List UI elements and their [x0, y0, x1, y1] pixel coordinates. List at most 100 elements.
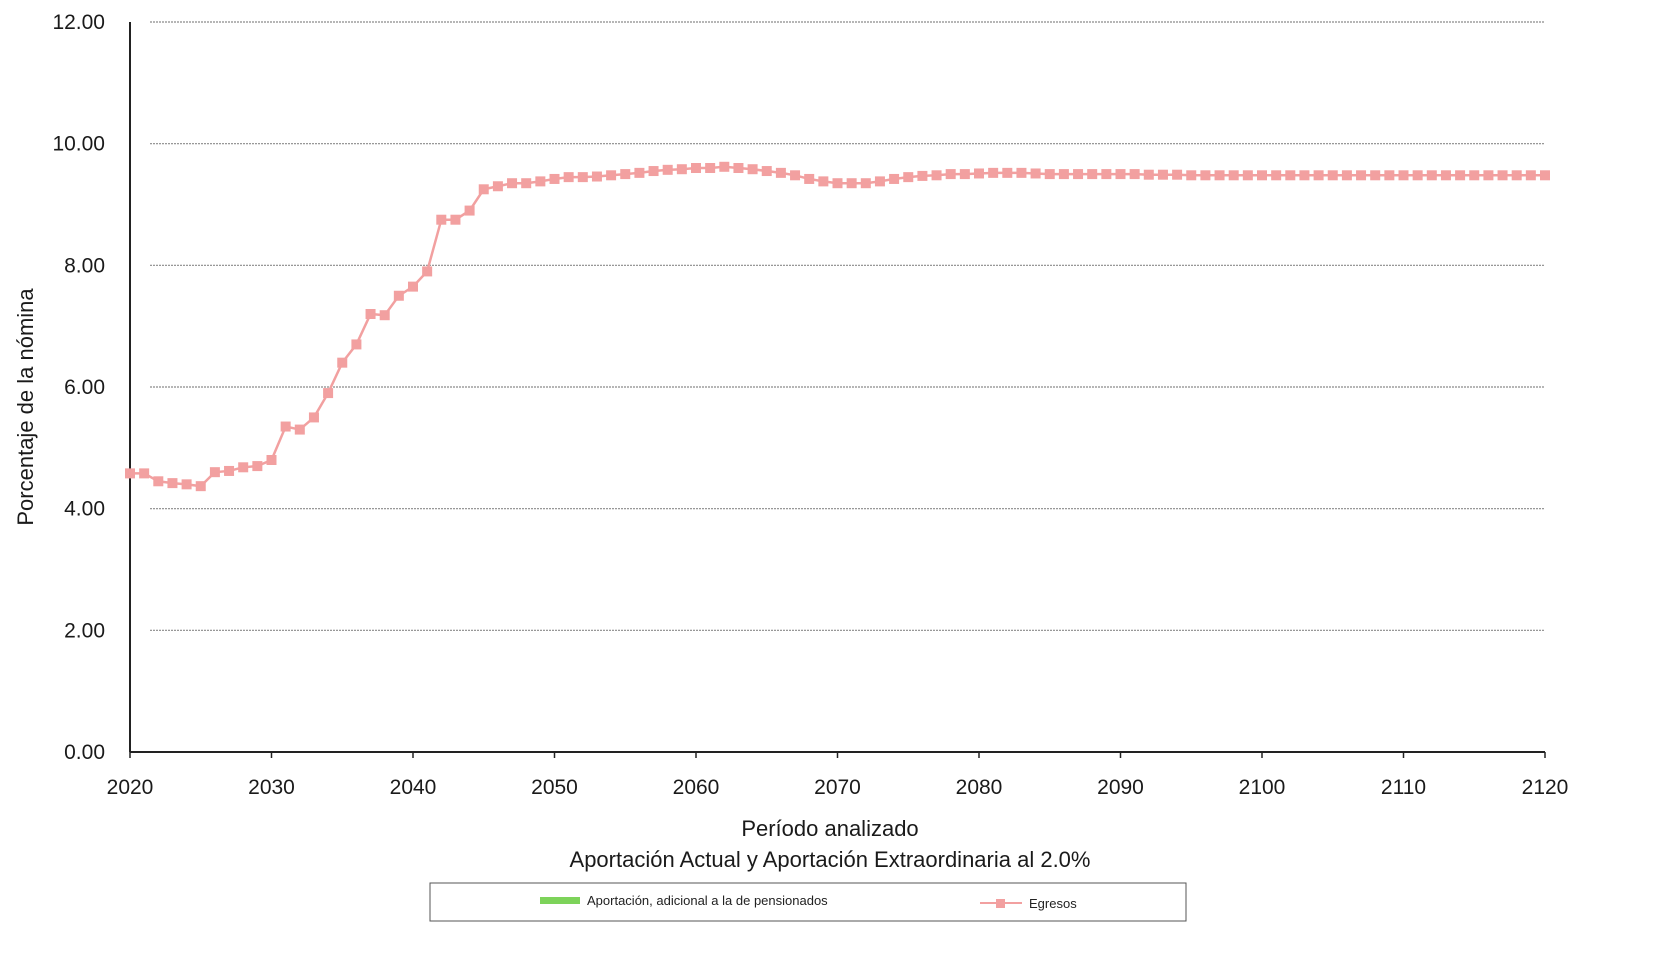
- data-point-egresos: [224, 465, 235, 476]
- data-point-egresos: [252, 461, 263, 472]
- data-point-egresos: [1525, 170, 1536, 181]
- data-point-egresos: [606, 170, 617, 181]
- data-point-egresos: [1214, 170, 1225, 181]
- data-point-egresos: [337, 357, 348, 368]
- legend-swatch-aportacion: [540, 897, 580, 904]
- data-point-egresos: [1228, 170, 1239, 181]
- data-point-egresos: [1299, 170, 1310, 181]
- data-point-egresos: [917, 170, 928, 181]
- data-point-egresos: [1101, 169, 1112, 180]
- data-point-egresos: [308, 412, 319, 423]
- data-point-egresos: [1044, 169, 1055, 180]
- data-point-egresos: [1356, 170, 1367, 181]
- y-tick-label: 4.00: [64, 498, 105, 521]
- data-point-egresos: [379, 310, 390, 321]
- data-point-egresos: [1341, 170, 1352, 181]
- data-point-egresos: [365, 309, 376, 319]
- data-point-egresos: [1511, 170, 1522, 181]
- series-line-egresos: [130, 165, 1545, 488]
- data-point-egresos: [422, 266, 433, 277]
- data-point-egresos: [889, 173, 900, 184]
- x-tick-label: 2030: [248, 776, 295, 799]
- data-point-egresos: [125, 468, 135, 479]
- data-point-egresos: [705, 163, 716, 173]
- data-point-egresos: [804, 173, 815, 184]
- data-point-egresos: [846, 178, 857, 189]
- data-point-egresos: [1497, 170, 1508, 181]
- data-point-egresos: [634, 167, 645, 178]
- data-point-egresos: [1087, 169, 1098, 180]
- data-point-egresos: [549, 173, 560, 184]
- legend: Aportación, adicional a la de pensionado…: [429, 882, 1187, 922]
- data-point-egresos: [181, 479, 192, 490]
- data-point-egresos: [1370, 170, 1381, 181]
- data-point-egresos: [1455, 170, 1466, 181]
- y-tick-label: 0.00: [64, 741, 105, 764]
- legend-box: [429, 882, 1187, 922]
- data-point-egresos: [266, 455, 277, 465]
- data-point-egresos: [1257, 170, 1267, 181]
- data-point-egresos: [860, 178, 871, 189]
- x-tick-labels: 2020 2030 2040 2050 2060 2070 2080 2090 2100 2110…: [107, 752, 1569, 799]
- x-tick-label: 2120: [1522, 776, 1569, 799]
- gridlines: [150, 21, 1545, 631]
- x-tick-label: 2060: [673, 776, 720, 799]
- data-point-egresos: [959, 169, 970, 180]
- data-point-egresos: [478, 184, 489, 195]
- x-tick-label: 2070: [814, 776, 861, 799]
- data-point-egresos: [294, 424, 305, 435]
- x-tick-label: 2110: [1381, 776, 1426, 799]
- chart-subtitle: Aportación Actual y Aportación Extraordi…: [570, 847, 1091, 872]
- y-tick-label: 8.00: [64, 254, 105, 277]
- data-point-egresos: [1186, 170, 1197, 181]
- data-point-egresos: [988, 167, 999, 178]
- x-tick-label: 2100: [1239, 776, 1286, 799]
- data-point-egresos: [1327, 170, 1338, 181]
- data-point-egresos: [535, 176, 546, 187]
- data-point-egresos: [662, 164, 673, 175]
- data-point-egresos: [790, 170, 801, 181]
- data-point-egresos: [945, 169, 956, 180]
- y-tick-label: 2.00: [64, 619, 105, 642]
- data-point-egresos: [577, 172, 588, 183]
- data-point-egresos: [280, 421, 291, 432]
- data-point-egresos: [676, 164, 687, 175]
- data-point-egresos: [1157, 169, 1168, 180]
- data-point-egresos: [1440, 170, 1451, 181]
- legend-marker-egresos: [996, 899, 1005, 908]
- data-point-egresos: [1073, 169, 1084, 180]
- data-point-egresos: [1271, 170, 1282, 181]
- data-point-egresos: [507, 178, 518, 189]
- data-point-egresos: [747, 164, 758, 175]
- data-point-egresos: [351, 339, 362, 350]
- data-point-egresos: [1143, 169, 1154, 180]
- data-point-egresos: [563, 172, 574, 183]
- x-tick-label: 2020: [107, 776, 154, 799]
- data-point-egresos: [521, 178, 532, 189]
- data-point-egresos: [761, 166, 772, 177]
- data-point-egresos: [1002, 167, 1013, 178]
- data-point-egresos: [1384, 170, 1395, 181]
- data-point-egresos: [1313, 170, 1324, 181]
- x-tick-label: 2050: [531, 776, 578, 799]
- x-tick-label: 2040: [390, 776, 437, 799]
- data-point-egresos: [874, 176, 885, 187]
- x-tick-label: 2080: [956, 776, 1003, 799]
- data-point-egresos: [1058, 169, 1069, 180]
- data-point-egresos: [393, 290, 404, 301]
- data-point-egresos: [195, 481, 206, 492]
- data-point-egresos: [719, 161, 730, 172]
- y-tick-label: 12.00: [52, 11, 105, 34]
- data-point-egresos: [1285, 170, 1296, 181]
- data-point-egresos: [139, 468, 150, 479]
- data-point-egresos: [1115, 169, 1126, 180]
- legend-label-egresos: Egresos: [1029, 896, 1077, 911]
- data-point-egresos: [1129, 169, 1140, 180]
- data-point-egresos: [323, 388, 334, 399]
- data-point-egresos: [1242, 170, 1253, 181]
- data-point-egresos: [1030, 168, 1041, 179]
- data-point-egresos: [974, 168, 984, 179]
- y-axis-title: Porcentaje de la nómina: [13, 288, 38, 526]
- data-point-egresos: [1412, 170, 1423, 181]
- data-point-egresos: [492, 181, 503, 192]
